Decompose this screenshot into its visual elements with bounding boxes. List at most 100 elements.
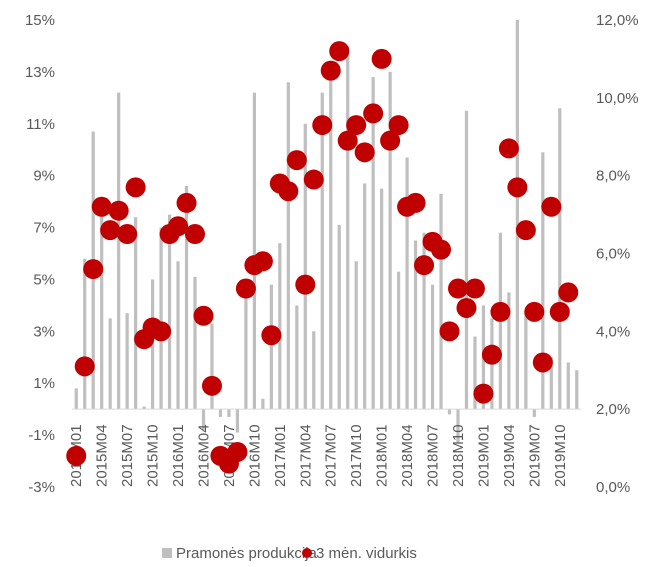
dot: [447, 278, 468, 299]
y-axis-right: 0,0% 2,0% 4,0% 6,0% 8,0% 10,0% 12,0%: [596, 12, 639, 496]
legend-swatch-dots: [302, 548, 312, 558]
dot: [380, 130, 401, 151]
y-tick-label-right: 8,0%: [596, 168, 630, 185]
bar: [227, 409, 231, 417]
dot: [278, 181, 299, 202]
bar: [193, 276, 197, 410]
bar: [380, 188, 384, 410]
bar: [286, 82, 290, 410]
dot: [558, 282, 579, 303]
bar: [558, 108, 562, 410]
bar: [507, 292, 511, 410]
x-tick-label: 2019M01: [475, 424, 492, 487]
dot: [354, 142, 375, 163]
bar: [371, 77, 375, 410]
dot: [481, 344, 502, 365]
dot: [286, 150, 307, 171]
x-tick-label: 2015M04: [94, 424, 111, 487]
bar: [235, 409, 240, 433]
dot: [261, 325, 282, 346]
dot: [507, 177, 528, 198]
y-tick-label-left: 1%: [33, 375, 55, 392]
bar: [439, 193, 443, 410]
dot: [151, 321, 172, 342]
bar: [252, 92, 256, 410]
dot: [329, 41, 350, 62]
legend-label-bars: Pramonės produkcija: [176, 545, 318, 562]
bar: [337, 224, 341, 410]
dot: [227, 441, 248, 462]
bar: [524, 310, 528, 410]
dot-series: [66, 41, 579, 474]
dot: [532, 352, 553, 373]
bar: [541, 152, 545, 410]
x-tick-label: 2016M10: [246, 424, 263, 487]
bar: [473, 336, 477, 410]
bar: [167, 214, 172, 410]
bar: [464, 110, 469, 410]
dot: [414, 255, 435, 276]
y-tick-label-right: 0,0%: [596, 479, 630, 496]
bar: [261, 398, 265, 410]
bar: [515, 20, 519, 410]
dot: [201, 375, 222, 396]
dot: [252, 251, 273, 272]
dot: [541, 196, 562, 217]
dot: [363, 103, 384, 124]
bar: [312, 331, 316, 410]
dot: [295, 274, 316, 295]
bar: [159, 227, 163, 410]
y-tick-label-left: 13%: [25, 64, 55, 81]
bar: [295, 305, 299, 410]
dot: [456, 297, 477, 318]
bar: [278, 243, 282, 410]
x-tick-label: 2016M01: [170, 424, 187, 487]
bar: [184, 186, 189, 410]
y-tick-label-left: 9%: [33, 168, 55, 185]
dot: [117, 224, 138, 245]
dot: [91, 196, 112, 217]
bar: [405, 157, 409, 410]
x-tick-label: 2019M07: [526, 424, 543, 487]
bar: [83, 258, 87, 410]
legend-swatch-bars: [162, 548, 172, 558]
x-tick-label: 2016M04: [196, 424, 213, 487]
x-tick-label: 2018M01: [374, 424, 391, 487]
dot: [193, 305, 214, 326]
dot: [549, 301, 570, 322]
bar: [108, 318, 112, 410]
bar: [549, 357, 553, 410]
bar: [210, 323, 214, 410]
y-tick-label-right: 12,0%: [596, 12, 639, 29]
dot: [235, 278, 256, 299]
dot: [337, 130, 358, 151]
x-tick-label: 2015M10: [145, 424, 162, 487]
dot: [312, 115, 333, 136]
x-tick-label: 2015M07: [119, 424, 136, 487]
x-axis-ticks: 2015M012015M042015M072015M102016M012016M…: [68, 424, 569, 487]
bar: [388, 71, 392, 410]
y-tick-label-left: -3%: [28, 479, 55, 496]
dot: [83, 259, 104, 280]
dot: [388, 115, 409, 136]
bar: [447, 409, 452, 415]
x-tick-label: 2017M07: [323, 424, 340, 487]
bar: [303, 123, 307, 410]
bar: [117, 92, 121, 410]
bar: [176, 261, 180, 410]
dot: [473, 383, 494, 404]
bar: [329, 79, 333, 410]
y-tick-label-right: 2,0%: [596, 401, 630, 418]
y-tick-label-right: 6,0%: [596, 246, 630, 263]
bar: [201, 409, 206, 430]
dot: [439, 321, 460, 342]
bar: [575, 370, 579, 410]
y-tick-label-left: 5%: [33, 271, 55, 288]
y-tick-label-left: 15%: [25, 12, 55, 29]
bar: [430, 284, 435, 410]
dot: [100, 220, 121, 241]
dot: [303, 169, 324, 190]
bar: [100, 211, 104, 410]
legend: Pramonės produkcija 3 mėn. vidurkis: [162, 545, 417, 562]
